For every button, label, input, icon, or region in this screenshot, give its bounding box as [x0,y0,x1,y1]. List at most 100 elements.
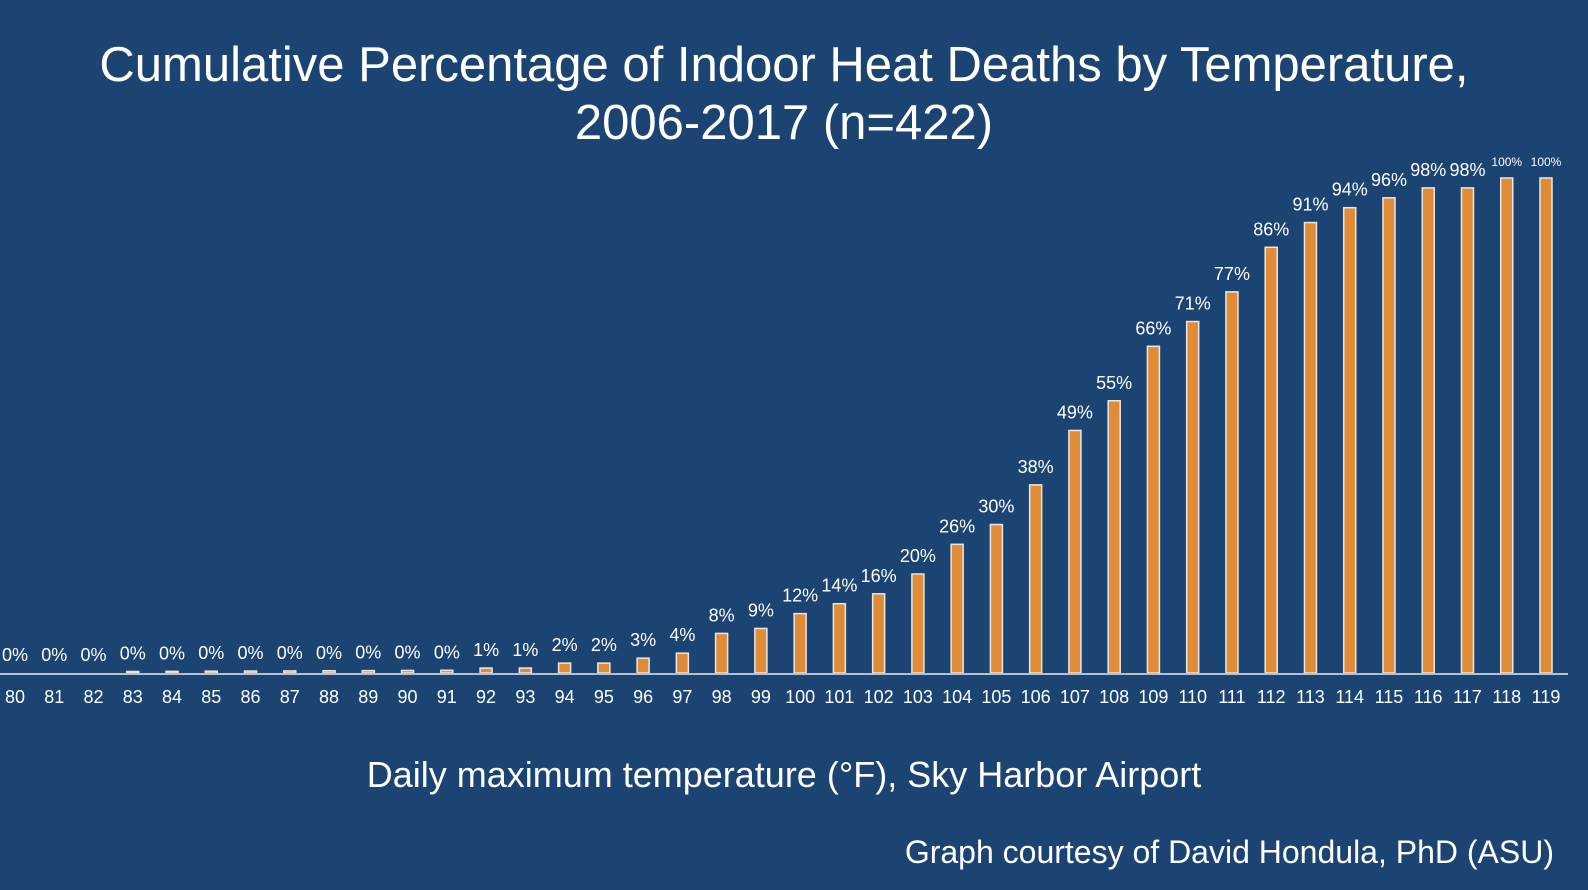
data-label-101: 14% [821,576,857,596]
bar-90 [400,669,415,674]
bar-99 [754,627,768,674]
x-tick-85: 85 [201,687,221,707]
data-label-86: 0% [238,643,264,663]
x-tick-95: 95 [594,687,614,707]
x-tick-87: 87 [280,687,300,707]
chart-title-line2: 2006-2017 (n=422) [574,96,994,150]
x-tick-111: 111 [1218,687,1245,707]
bar-98 [714,632,729,674]
x-tick-93: 93 [515,687,535,707]
data-label-87: 0% [277,643,303,663]
bar-109 [1146,345,1161,674]
x-tick-84: 84 [162,687,182,707]
bar-102 [871,593,886,674]
data-label-98: 8% [709,605,735,625]
data-label-91: 0% [434,642,460,662]
bar-107 [1068,429,1082,674]
x-axis-title: Daily maximum temperature (°F), Sky Harb… [366,754,1202,795]
bar-85 [204,670,219,674]
x-tick-89: 89 [358,687,378,707]
x-tick-98: 98 [712,687,732,707]
x-tick-81: 81 [44,687,64,707]
x-tick-99: 99 [751,687,771,707]
data-label-106: 38% [1018,457,1054,477]
bar-111 [1225,291,1239,674]
x-tick-115: 115 [1375,687,1404,707]
chart-title: Cumulative Percentage of Indoor Heat Dea… [0,36,1568,152]
x-tick-114: 114 [1335,687,1364,707]
bar-88 [322,670,336,674]
data-label-84: 0% [159,643,185,663]
data-label-90: 0% [395,642,421,662]
bar-106 [1028,484,1043,674]
bar-83 [126,670,140,674]
data-label-100: 12% [782,586,818,606]
x-tick-90: 90 [398,687,418,707]
x-tick-97: 97 [672,687,692,707]
x-tick-82: 82 [83,687,103,707]
data-label-81: 0% [41,645,67,665]
data-label-115: 96% [1371,170,1407,190]
bar-91 [440,669,454,674]
bar-94 [557,662,572,674]
x-tick-110: 110 [1178,687,1207,707]
x-tick-88: 88 [319,687,339,707]
x-tick-96: 96 [633,687,653,707]
bar-108 [1107,400,1121,674]
data-labels-group: 0% 0% 0% 0% 0% 0% 0% 0% 0% 0% 0% 0% 1% 1% 2% 2% 3% 4% 8% 9%… [2,155,1562,665]
graph-credit: Graph courtesy of David Hondula, PhD (AS… [904,834,1554,870]
data-label-111: 77% [1214,264,1250,284]
data-label-118: 100% [1491,155,1522,169]
bar-97 [675,652,690,674]
data-label-110: 71% [1175,294,1211,314]
data-label-109: 66% [1135,318,1171,338]
bars-group [126,177,1553,674]
bar-96 [636,657,650,674]
bar-118 [1499,177,1514,674]
x-tick-91: 91 [437,687,457,707]
data-label-80: 0% [2,645,28,665]
bar-116 [1421,187,1435,674]
data-label-117: 98% [1449,160,1485,180]
bar-119 [1539,177,1553,674]
bar-100 [793,612,807,674]
data-label-82: 0% [81,645,107,665]
data-label-92: 1% [473,640,499,660]
bar-86 [243,670,258,674]
data-label-102: 16% [861,566,897,586]
data-label-112: 86% [1253,219,1289,239]
x-tick-92: 92 [476,687,496,707]
x-tick-112: 112 [1257,687,1286,707]
data-label-113: 91% [1292,195,1328,215]
bar-101 [832,602,847,674]
x-tick-94: 94 [555,687,575,707]
bar-87 [283,670,297,674]
data-label-85: 0% [198,643,224,663]
bar-110 [1185,320,1200,674]
chart-title-line1: Cumulative Percentage of Indoor Heat Dea… [99,38,1469,92]
bar-105 [989,523,1004,674]
bar-89 [361,669,376,674]
x-tick-100: 100 [785,687,815,707]
x-tick-116: 116 [1414,687,1443,707]
x-tick-117: 117 [1453,687,1482,707]
data-label-116: 98% [1410,160,1446,180]
data-label-108: 55% [1096,373,1132,393]
bar-92 [479,667,493,674]
x-tick-118: 118 [1492,687,1521,707]
data-label-94: 2% [552,635,578,655]
bar-84 [165,670,179,674]
bar-114 [1342,206,1357,674]
data-label-104: 26% [939,516,975,536]
bar-103 [911,573,925,674]
data-label-119: 100% [1531,155,1562,169]
data-label-103: 20% [900,546,936,566]
data-label-107: 49% [1057,402,1093,422]
x-tick-109: 109 [1138,687,1168,707]
bar-115 [1382,197,1396,674]
bar-117 [1460,187,1475,674]
x-tick-86: 86 [241,687,261,707]
x-tick-106: 106 [1021,687,1051,707]
data-label-95: 2% [591,635,617,655]
